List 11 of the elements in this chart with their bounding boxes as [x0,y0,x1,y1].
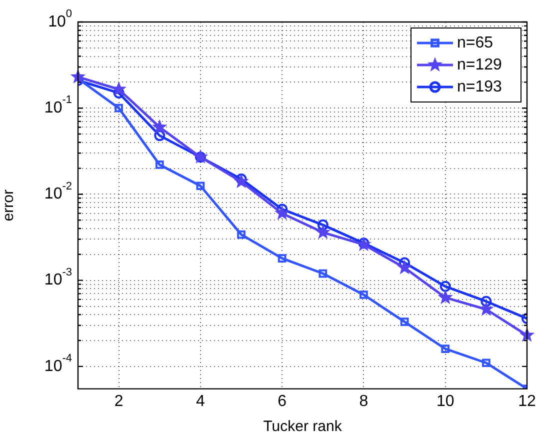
x-tick-label: 10 [436,392,454,410]
y-axis-title: error [0,190,18,222]
x-tick-label: 2 [114,392,124,410]
x-tick-label: 4 [196,392,205,410]
x-tick-label: 8 [359,392,368,410]
x-tick-label: 6 [278,392,287,410]
legend-label: n=65 [457,34,494,52]
legend-label: n=129 [457,56,502,74]
legend-label: n=193 [457,78,502,96]
x-axis-title: Tucker rank [263,418,342,436]
x-tick-label: 12 [518,392,536,410]
